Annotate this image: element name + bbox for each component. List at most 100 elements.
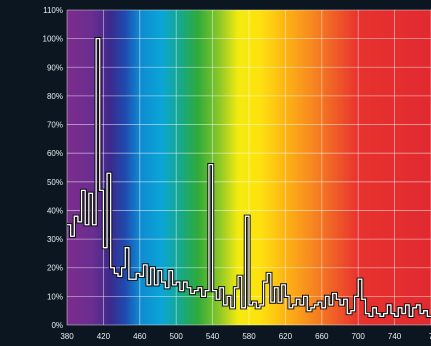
data-point [367, 313, 368, 314]
data-point [363, 299, 364, 300]
data-point [308, 310, 309, 311]
data-point [203, 296, 204, 297]
data-point [181, 290, 182, 291]
data-point [185, 281, 186, 282]
data-point [272, 301, 273, 302]
y-tick-label: 100% [43, 35, 63, 44]
data-point [225, 304, 226, 305]
data-point [167, 287, 168, 288]
data-point [232, 307, 233, 308]
x-tick-label: 460 [133, 332, 147, 341]
data-point [356, 296, 357, 297]
data-point [250, 304, 251, 305]
x-tick-label: 540 [206, 332, 220, 341]
data-point [268, 273, 269, 274]
data-point [141, 276, 142, 277]
data-point [239, 276, 240, 277]
data-point [378, 313, 379, 314]
data-point [319, 301, 320, 302]
data-point [72, 236, 73, 237]
series-group [67, 37, 431, 319]
y-axis-ticks: 0% 10% 20% 30% 40% 50% 60% 70% 80% 90% 100% 110% [43, 6, 63, 330]
x-axis-ticks: 380 420 460 500 540 580 620 660 700 740 7 [60, 332, 431, 341]
data-point [334, 293, 335, 294]
data-point [214, 290, 215, 291]
data-point [276, 287, 277, 288]
x-tick-label: 660 [315, 332, 329, 341]
data-point [247, 216, 248, 217]
data-point [97, 38, 98, 39]
data-point [130, 279, 131, 280]
data-point [338, 299, 339, 300]
data-point [345, 299, 346, 300]
data-point [116, 273, 117, 274]
y-tick-label: 80% [47, 92, 63, 101]
data-point [174, 284, 175, 285]
data-point [316, 304, 317, 305]
y-tick-label: 30% [47, 235, 63, 244]
data-point [414, 307, 415, 308]
data-point [207, 290, 208, 291]
data-point [359, 279, 360, 280]
data-point [421, 313, 422, 314]
data-point [76, 216, 77, 217]
data-point [68, 224, 69, 225]
data-point [258, 307, 259, 308]
data-point [217, 299, 218, 300]
data-point [374, 307, 375, 308]
data-point [381, 316, 382, 317]
data-point [330, 304, 331, 305]
data-point [137, 273, 138, 274]
data-point [294, 304, 295, 305]
data-point [108, 173, 109, 174]
data-point [370, 316, 371, 317]
x-tick-label: 7 [429, 332, 431, 341]
data-point [349, 313, 350, 314]
data-point [221, 287, 222, 288]
data-point [425, 310, 426, 311]
data-point [301, 304, 302, 305]
x-tick-label: 380 [60, 332, 74, 341]
data-point [298, 299, 299, 300]
data-point [134, 279, 135, 280]
data-point [352, 310, 353, 311]
data-point [170, 270, 171, 271]
y-tick-label: 70% [47, 121, 63, 130]
data-point [90, 193, 91, 194]
data-point [123, 267, 124, 268]
data-point [254, 301, 255, 302]
series-line [67, 37, 431, 318]
data-point [429, 316, 430, 317]
data-point [83, 190, 84, 191]
data-point [341, 304, 342, 305]
data-point [210, 164, 211, 165]
data-point [112, 267, 113, 268]
data-point [327, 296, 328, 297]
x-tick-label: 740 [388, 332, 402, 341]
data-point [279, 301, 280, 302]
data-point [392, 313, 393, 314]
data-point [385, 313, 386, 314]
data-point [163, 281, 164, 282]
x-tick-label: 580 [242, 332, 256, 341]
y-tick-label: 90% [47, 63, 63, 72]
x-tick-label: 500 [170, 332, 184, 341]
data-point [261, 304, 262, 305]
data-point [396, 316, 397, 317]
data-point [196, 290, 197, 291]
data-point [228, 296, 229, 297]
data-point [305, 296, 306, 297]
data-point [283, 284, 284, 285]
data-point [159, 270, 160, 271]
y-tick-label: 40% [47, 206, 63, 215]
x-tick-label: 700 [352, 332, 366, 341]
data-point [86, 224, 87, 225]
data-point [199, 287, 200, 288]
data-point [101, 190, 102, 191]
x-tick-label: 620 [279, 332, 293, 341]
data-point [399, 307, 400, 308]
y-tick-label: 60% [47, 149, 63, 158]
data-point [389, 304, 390, 305]
data-point [192, 293, 193, 294]
